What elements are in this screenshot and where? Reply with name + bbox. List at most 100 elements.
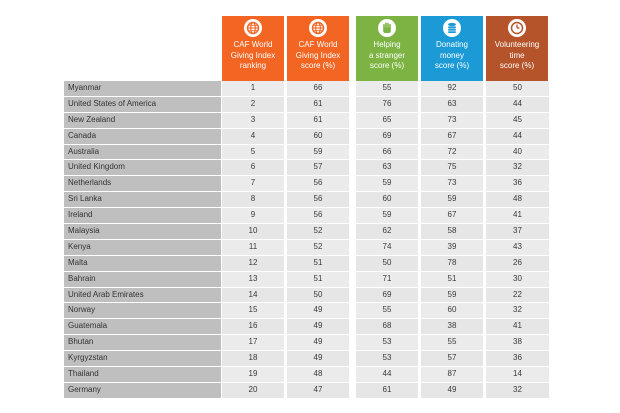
table-row: Australia 5 59 66 72 40 — [64, 144, 552, 161]
hand-icon — [378, 19, 396, 37]
donating-score-cell: 75 — [421, 160, 483, 176]
clock-icon — [508, 19, 526, 37]
giving-score-cell: 49 — [287, 303, 349, 319]
donating-score-cell: 63 — [421, 96, 483, 112]
ranking-cell: 10 — [222, 224, 284, 239]
donating-score-cell: 49 — [421, 382, 483, 398]
ranking-cell: 19 — [222, 367, 284, 382]
helping-score-cell: 50 — [356, 255, 418, 271]
giving-score-cell: 61 — [287, 96, 349, 112]
country-cell: Thailand — [64, 367, 221, 382]
country-cell: Bahrain — [64, 271, 221, 287]
ranking-cell: 17 — [222, 335, 284, 351]
volunteering-score-cell: 43 — [486, 239, 549, 255]
country-cell: Bhutan — [64, 335, 221, 351]
country-cell: Myanmar — [64, 81, 221, 96]
table-row: Norway 15 49 55 60 32 — [64, 303, 552, 319]
volunteering-score-cell: 40 — [486, 144, 549, 160]
header-ranking: CAF World Giving Index ranking — [222, 16, 284, 82]
helping-score-cell: 53 — [356, 335, 418, 351]
helping-score-cell: 65 — [356, 112, 418, 128]
helping-score-cell: 55 — [356, 81, 418, 96]
helping-score-cell: 68 — [356, 319, 418, 335]
donating-score-cell: 67 — [421, 128, 483, 144]
volunteering-score-cell: 50 — [486, 81, 549, 96]
table-row: Netherlands 7 56 59 73 36 — [64, 176, 552, 192]
giving-score-cell: 56 — [287, 192, 349, 208]
header-giving-score: CAF World Giving Index score (%) — [287, 16, 349, 82]
helping-score-cell: 44 — [356, 367, 418, 382]
header-helping-score: Helping a stranger score (%) — [356, 16, 418, 82]
giving-score-cell: 50 — [287, 287, 349, 303]
header-label: CAF World Giving Index score (%) — [295, 40, 341, 70]
globe-icon — [244, 19, 262, 37]
giving-score-cell: 52 — [287, 239, 349, 255]
table-row: Kenya 11 52 74 39 43 — [64, 239, 552, 256]
donating-score-cell: 57 — [421, 351, 483, 367]
giving-score-cell: 48 — [287, 367, 349, 382]
table-row: New Zealand 3 61 65 73 45 — [64, 112, 552, 129]
volunteering-score-cell: 44 — [486, 96, 549, 112]
ranking-cell: 4 — [222, 128, 284, 144]
country-cell: Malta — [64, 255, 221, 271]
header-volunteering-score: Volunteering time score (%) — [486, 16, 548, 82]
volunteering-score-cell: 32 — [486, 303, 549, 319]
donating-score-cell: 73 — [421, 176, 483, 192]
giving-score-cell: 57 — [287, 160, 349, 176]
volunteering-score-cell: 36 — [486, 351, 549, 367]
volunteering-score-cell: 37 — [486, 224, 549, 239]
volunteering-score-cell: 48 — [486, 192, 549, 208]
volunteering-score-cell: 30 — [486, 271, 549, 287]
helping-score-cell: 66 — [356, 144, 418, 160]
country-cell: Ireland — [64, 208, 221, 224]
donating-score-cell: 58 — [421, 224, 483, 239]
volunteering-score-cell: 41 — [486, 208, 549, 224]
ranking-cell: 1 — [222, 81, 284, 96]
volunteering-score-cell: 41 — [486, 319, 549, 335]
helping-score-cell: 53 — [356, 351, 418, 367]
globe-icon — [309, 19, 327, 37]
header-label: Helping a stranger score (%) — [368, 40, 406, 70]
helping-score-cell: 71 — [356, 271, 418, 287]
ranking-cell: 5 — [222, 144, 284, 160]
country-cell: Sri Lanka — [64, 192, 221, 208]
volunteering-score-cell: 45 — [486, 112, 549, 128]
volunteering-score-cell: 36 — [486, 176, 549, 192]
table-row: United States of America 2 61 76 63 44 — [64, 96, 552, 113]
table-row: Germany 20 47 61 49 32 — [64, 382, 552, 399]
donating-score-cell: 59 — [421, 192, 483, 208]
donating-score-cell: 73 — [421, 112, 483, 128]
giving-score-cell: 49 — [287, 351, 349, 367]
volunteering-score-cell: 26 — [486, 255, 549, 271]
header-label: CAF World Giving Index ranking — [230, 40, 276, 70]
helping-score-cell: 74 — [356, 239, 418, 255]
volunteering-score-cell: 22 — [486, 287, 549, 303]
ranking-cell: 8 — [222, 192, 284, 208]
ranking-cell: 14 — [222, 287, 284, 303]
volunteering-score-cell: 32 — [486, 382, 549, 398]
giving-score-cell: 49 — [287, 335, 349, 351]
helping-score-cell: 62 — [356, 224, 418, 239]
giving-score-cell: 52 — [287, 224, 349, 239]
ranking-cell: 7 — [222, 176, 284, 192]
country-cell: Kenya — [64, 239, 221, 255]
helping-score-cell: 76 — [356, 96, 418, 112]
giving-score-cell: 59 — [287, 144, 349, 160]
table-row: Kyrgyzstan 18 49 53 57 36 — [64, 351, 552, 367]
giving-score-cell: 51 — [287, 255, 349, 271]
helping-score-cell: 59 — [356, 208, 418, 224]
table-row: Malta 12 51 50 78 26 — [64, 255, 552, 272]
country-cell: New Zealand — [64, 112, 221, 128]
giving-score-cell: 47 — [287, 382, 349, 398]
table-row: Sri Lanka 8 56 60 59 48 — [64, 192, 552, 208]
ranking-cell: 2 — [222, 96, 284, 112]
donating-score-cell: 39 — [421, 239, 483, 255]
table-row: Myanmar 1 66 55 92 50 — [64, 81, 552, 97]
volunteering-score-cell: 44 — [486, 128, 549, 144]
donating-score-cell: 78 — [421, 255, 483, 271]
helping-score-cell: 63 — [356, 160, 418, 176]
giving-score-cell: 61 — [287, 112, 349, 128]
table-row: Thailand 19 48 44 87 14 — [64, 367, 552, 383]
giving-score-cell: 66 — [287, 81, 349, 96]
table-header: CAF World Giving Index ranking CAF World… — [0, 16, 620, 82]
